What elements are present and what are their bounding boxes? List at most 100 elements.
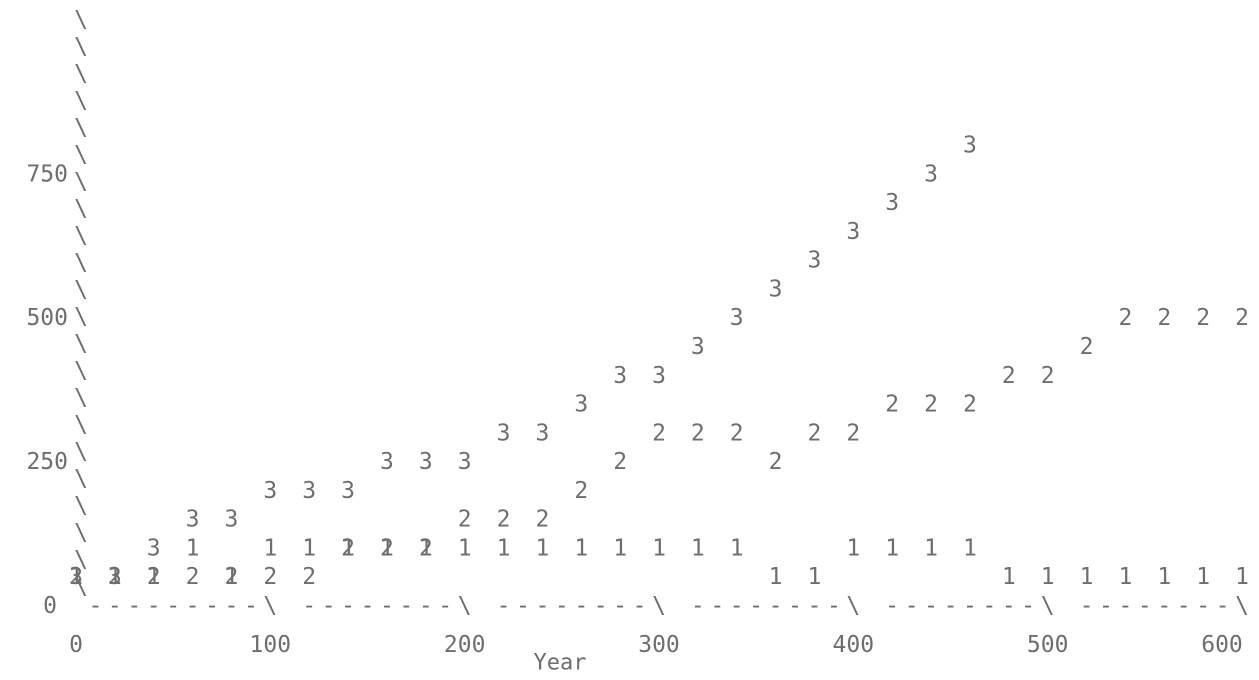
- series-3-point: 3: [341, 478, 355, 504]
- y-axis-segment: \: [74, 358, 88, 384]
- series-2-point: 2: [341, 535, 355, 561]
- series-3-point: 3: [730, 305, 744, 331]
- series-3-point: 3: [419, 449, 433, 475]
- y-axis-segment: \: [74, 277, 88, 303]
- series-1-point: 1: [1118, 564, 1132, 590]
- series-2-point: 2: [885, 392, 899, 418]
- series-1-point: 1: [147, 564, 161, 590]
- series-3-point: 3: [963, 133, 977, 159]
- series-1-point: 1: [69, 564, 83, 590]
- x-axis-segment: -: [1021, 593, 1035, 619]
- x-axis-segment: -: [633, 593, 647, 619]
- series-2-point: 2: [1196, 305, 1210, 331]
- series-1-point: 1: [691, 535, 705, 561]
- x-axis-tick: \: [263, 593, 277, 619]
- y-axis-segment: \: [74, 493, 88, 519]
- series-3-point: 3: [186, 507, 200, 533]
- series-1-point: 1: [652, 535, 666, 561]
- series-3-point: 3: [613, 363, 627, 389]
- x-axis-segment: -: [108, 593, 122, 619]
- series-2-point: 2: [613, 449, 627, 475]
- series-2-point: 2: [535, 507, 549, 533]
- x-tick-label: 0: [69, 632, 83, 658]
- y-tick-label: 250: [26, 449, 68, 475]
- series-1-point: 1: [535, 535, 549, 561]
- y-axis-segment: \: [74, 142, 88, 168]
- x-axis-segment: -: [399, 593, 413, 619]
- series-3-point: 3: [497, 420, 511, 446]
- x-axis-segment: -: [1080, 593, 1094, 619]
- x-axis-segment: -: [555, 593, 569, 619]
- y-axis-segment: \: [74, 34, 88, 60]
- x-axis-segment: -: [341, 593, 355, 619]
- series-1-point: 1: [380, 535, 394, 561]
- series-1-point: 1: [924, 535, 938, 561]
- x-axis-tick: \: [846, 593, 860, 619]
- y-axis-segment: \: [74, 412, 88, 438]
- series-3-point: 3: [691, 334, 705, 360]
- x-axis-tick: \: [652, 593, 666, 619]
- series-2-point: 2: [730, 420, 744, 446]
- y-tick-label: 0: [43, 593, 57, 619]
- series-2-point: 2: [1235, 305, 1249, 331]
- y-axis-segment: \: [74, 223, 88, 249]
- series-1-point: 1: [419, 535, 433, 561]
- x-axis-segment: -: [535, 593, 549, 619]
- x-axis-segment: -: [594, 593, 608, 619]
- x-axis-segment: -: [147, 593, 161, 619]
- x-axis-segment: -: [361, 593, 375, 619]
- x-axis-segment: -: [127, 593, 141, 619]
- series-2-point: 2: [225, 564, 239, 590]
- series-3-point: 3: [769, 276, 783, 302]
- series-2-point: 2: [380, 535, 394, 561]
- series-3-point: 3: [535, 420, 549, 446]
- x-axis-segment: -: [244, 593, 258, 619]
- x-axis-segment: -: [730, 593, 744, 619]
- y-axis-segment: \: [74, 304, 88, 330]
- y-axis-segment: \: [74, 115, 88, 141]
- series-2-point: 2: [652, 420, 666, 446]
- series-3-point: 3: [147, 535, 161, 561]
- y-axis-segment: \: [74, 331, 88, 357]
- series-3-point: 3: [808, 248, 822, 274]
- x-axis-segment: -: [749, 593, 763, 619]
- x-axis-segment: -: [944, 593, 958, 619]
- series-1-point: 1: [574, 535, 588, 561]
- series-2-point: 2: [186, 564, 200, 590]
- y-axis-segment: \: [74, 61, 88, 87]
- series-2-point: 2: [419, 535, 433, 561]
- y-axis-segment: \: [74, 169, 88, 195]
- x-axis-segment: -: [1099, 593, 1113, 619]
- x-tick-label: 100: [250, 632, 292, 658]
- y-axis-segment: \: [74, 547, 88, 573]
- x-axis-segment: -: [302, 593, 316, 619]
- series-2-point: 2: [1118, 305, 1132, 331]
- x-axis-segment: -: [438, 593, 452, 619]
- series-1-point: 1: [1196, 564, 1210, 590]
- series-2-point: 2: [147, 564, 161, 590]
- x-axis-tick: \: [458, 593, 472, 619]
- series-1-point: 1: [1235, 564, 1249, 590]
- series-2-point: 2: [769, 449, 783, 475]
- series-1-point: 1: [1080, 564, 1094, 590]
- series-3-point: 3: [924, 161, 938, 187]
- series-3-point: 3: [108, 564, 122, 590]
- series-1-point: 1: [769, 564, 783, 590]
- x-axis-segment: -: [905, 593, 919, 619]
- series-3-point: 3: [458, 449, 472, 475]
- x-axis-segment: -: [710, 593, 724, 619]
- series-1-point: 1: [1157, 564, 1171, 590]
- series-1-point: 1: [846, 535, 860, 561]
- x-axis-segment: -: [827, 593, 841, 619]
- series-2-point: 2: [1002, 363, 1016, 389]
- series-1-point: 1: [808, 564, 822, 590]
- y-axis-segment: \: [74, 250, 88, 276]
- series-2-point: 2: [69, 564, 83, 590]
- y-axis-segment: \: [74, 574, 88, 600]
- y-axis-segment: \: [74, 88, 88, 114]
- x-axis-tick: \: [1235, 593, 1249, 619]
- x-axis-segment: -: [691, 593, 705, 619]
- series-2-point: 2: [1157, 305, 1171, 331]
